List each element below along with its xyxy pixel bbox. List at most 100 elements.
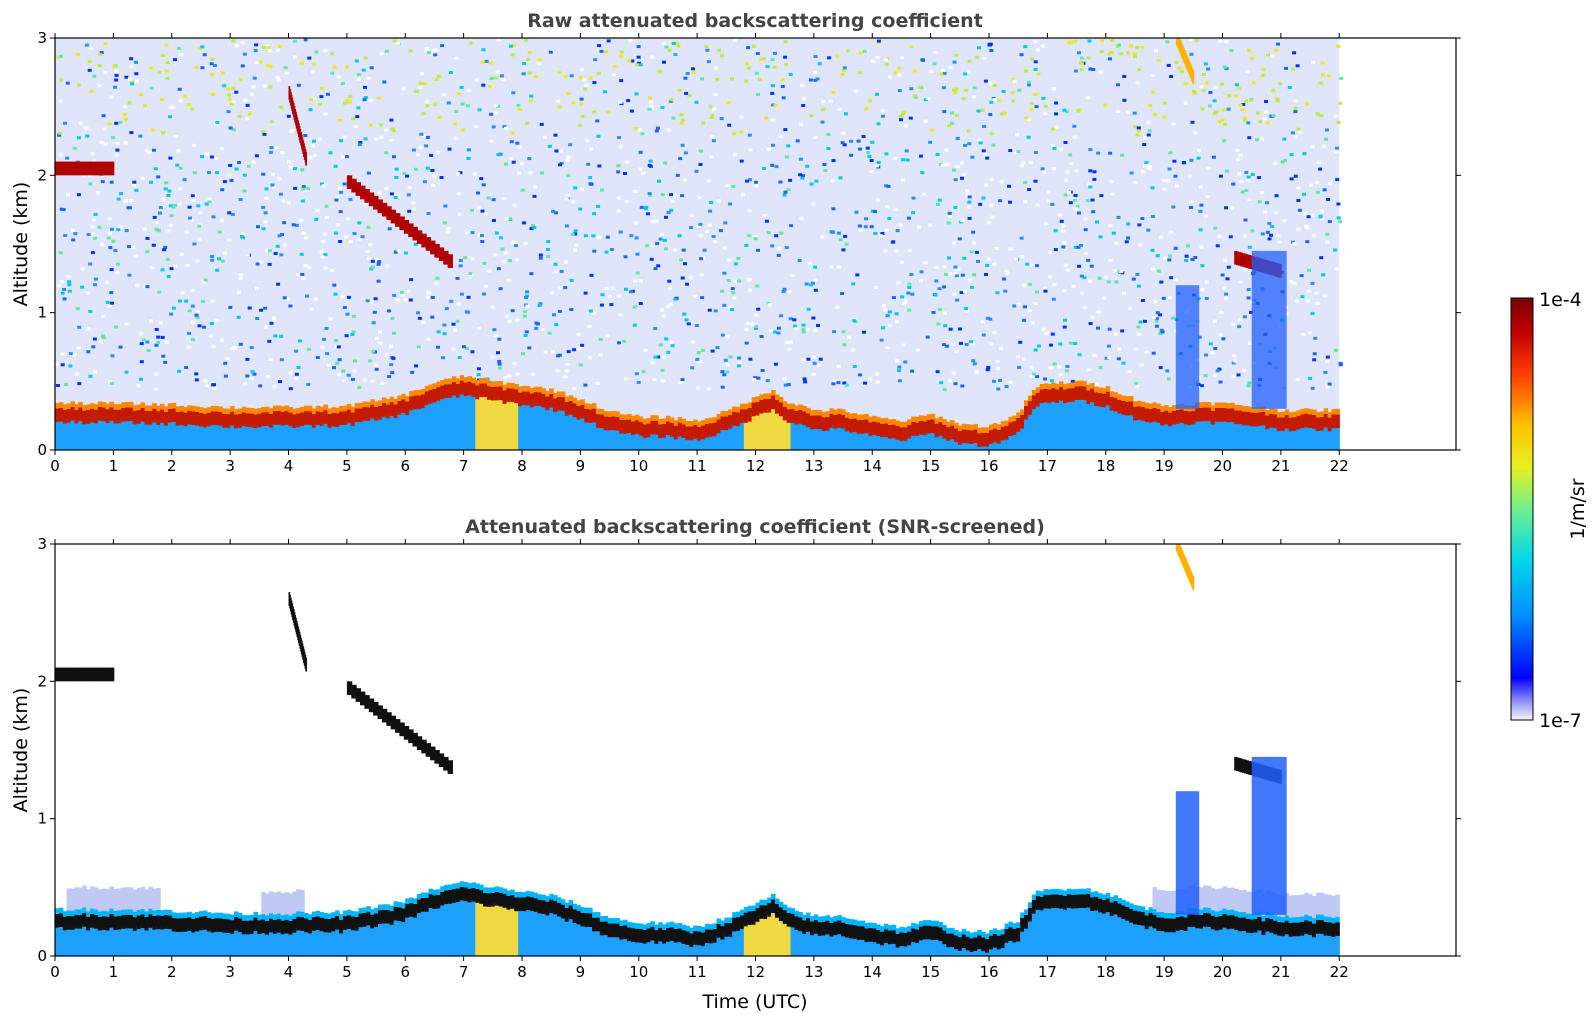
noise-speck	[846, 49, 851, 53]
noise-speck	[1023, 305, 1027, 309]
bl-peak	[74, 914, 79, 929]
bl-fringe	[335, 910, 340, 916]
noise-speck	[1276, 42, 1280, 46]
noise-speck	[209, 62, 214, 66]
noise-speck	[678, 157, 683, 161]
noise-speck	[978, 202, 983, 206]
noise-speck	[1147, 167, 1152, 171]
bl-fringe	[276, 405, 282, 411]
noise-speck	[661, 379, 666, 383]
bl-lower	[1160, 422, 1165, 450]
noise-speck	[939, 72, 944, 76]
noise-speck	[394, 176, 399, 179]
noise-speck	[1228, 235, 1233, 239]
bl-peak	[599, 921, 605, 936]
bl-peak	[1327, 417, 1333, 432]
noise-speck	[813, 278, 818, 282]
noise-speck	[215, 121, 220, 124]
noise-speck	[532, 226, 537, 229]
noise-speck	[300, 199, 305, 203]
bl-fringe	[358, 402, 364, 409]
noise-speck	[1264, 100, 1268, 103]
bl-lower	[662, 434, 667, 450]
noise-speck	[101, 114, 106, 118]
noise-speck	[238, 273, 243, 277]
bl-fringe	[467, 376, 473, 382]
noise-speck	[335, 223, 340, 227]
bl-peak	[1191, 913, 1196, 927]
noise-speck	[88, 262, 93, 266]
bl-peak	[880, 931, 885, 946]
bl-peak	[144, 916, 149, 931]
bl-lower	[249, 424, 255, 450]
noise-speck	[1106, 280, 1111, 284]
noise-speck	[974, 370, 979, 374]
bl-peak	[957, 937, 963, 951]
bl-peak	[463, 382, 469, 397]
layer-cell	[67, 161, 71, 176]
bl-peak	[1066, 894, 1072, 908]
noise-speck	[481, 48, 486, 52]
bl-peak	[1109, 396, 1115, 411]
noise-speck	[647, 192, 652, 196]
bl-peak	[101, 916, 107, 930]
noise-speck	[765, 65, 770, 69]
noise-speck	[776, 331, 781, 335]
noise-speck	[653, 267, 658, 271]
noise-speck	[401, 87, 406, 91]
bl-lower	[105, 420, 111, 450]
noise-speck	[1319, 256, 1324, 260]
bl-peak	[307, 919, 313, 934]
noise-speck	[460, 102, 465, 106]
bl-fringe	[1253, 407, 1259, 413]
noise-speck	[93, 277, 98, 281]
noise-speck	[258, 60, 263, 64]
noise-speck	[173, 134, 178, 138]
bl-peak	[798, 409, 803, 424]
bl-peak	[529, 393, 535, 408]
bl-lower	[296, 927, 301, 956]
noise-speck	[109, 301, 114, 305]
noise-speck	[960, 219, 965, 223]
noise-speck	[1339, 336, 1343, 339]
noise-speck	[841, 68, 846, 72]
noise-speck	[352, 232, 357, 236]
bl-peak	[599, 414, 605, 429]
noise-speck	[728, 355, 733, 359]
bl-lower	[786, 923, 792, 956]
noise-speck	[163, 245, 168, 249]
noise-speck	[351, 314, 356, 318]
noise-speck	[624, 377, 628, 381]
bl-fringe	[1308, 408, 1313, 415]
bl-fringe	[179, 912, 185, 919]
noise-speck	[500, 247, 505, 251]
bl-lower	[557, 407, 562, 450]
bl-lower	[409, 407, 414, 450]
noise-speck	[345, 98, 350, 102]
noise-speck	[190, 107, 195, 111]
bl-lower	[1218, 927, 1224, 956]
bl-fringe	[1152, 909, 1157, 915]
bl-lower	[58, 924, 64, 956]
noise-speck	[962, 289, 967, 293]
bl-peak	[934, 926, 940, 940]
bl-lower	[1226, 419, 1231, 450]
bl-peak	[292, 414, 297, 428]
noise-speck	[664, 247, 668, 251]
noise-speck	[525, 121, 530, 125]
layer-cell	[106, 161, 110, 176]
noise-speck	[689, 226, 694, 229]
bl-fringe	[514, 383, 519, 390]
bl-fringe	[198, 911, 204, 917]
noise-speck	[662, 238, 667, 242]
noise-speck	[676, 44, 681, 48]
bl-lower	[872, 432, 877, 450]
bl-lower	[529, 908, 535, 956]
bl-fringe	[160, 403, 165, 410]
noise-speck	[803, 380, 808, 384]
bl-peak	[125, 407, 130, 422]
layer-cell	[74, 161, 78, 176]
bl-fringe	[809, 410, 815, 416]
noise-speck	[1147, 129, 1152, 133]
noise-speck	[378, 330, 382, 334]
